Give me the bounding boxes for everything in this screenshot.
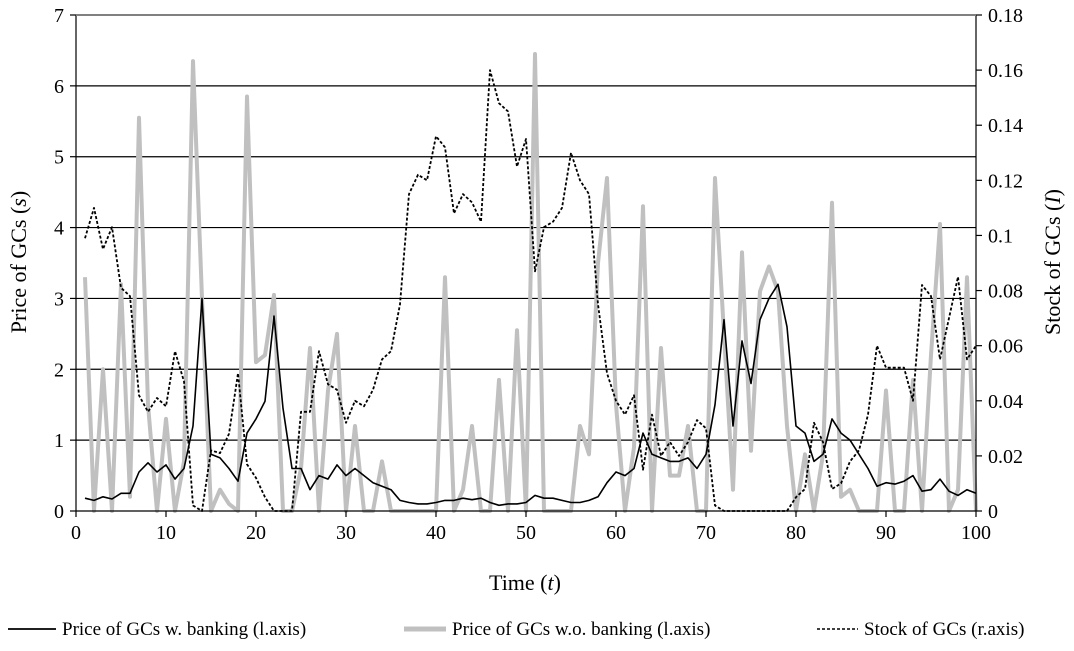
series-line (84, 283, 977, 507)
series-line (83, 52, 978, 513)
y2-tick-label: 0.04 (988, 391, 1023, 413)
x-tick-label: 70 (696, 522, 716, 544)
y2-tick-label: 0.14 (988, 115, 1023, 137)
x-tick-label: 20 (246, 522, 266, 544)
y-tick-label: 5 (54, 147, 64, 169)
grid (76, 14, 976, 441)
series-line (84, 69, 977, 512)
y-tick-label: 0 (54, 501, 64, 523)
legend-label: Price of GCs w.o. banking (l.axis) (452, 619, 710, 640)
y2-tick-label: 0.08 (988, 281, 1023, 303)
y2-tick-label: 0.12 (988, 170, 1023, 192)
y2-axis-label: Stock of GCs (I) (1040, 189, 1065, 335)
y2-tick-label: 0 (988, 501, 998, 523)
legend-label: Price of GCs w. banking (l.axis) (62, 619, 306, 640)
x-tick-label: 50 (516, 522, 536, 544)
x-tick-label: 60 (606, 522, 626, 544)
y-tick-label: 4 (54, 218, 64, 240)
y-tick-label: 3 (54, 288, 64, 310)
x-tick-label: 90 (876, 522, 896, 544)
y-tick-label: 7 (54, 5, 64, 27)
x-tick-label: 0 (71, 522, 81, 544)
y-axis-label: Price of GCs (s) (6, 191, 31, 333)
y2-tick-label: 0.1 (988, 225, 1013, 247)
tick-labels: 0 10 20 30 40 50 60 70 80 90 1000123456700.020.040… (54, 5, 1023, 544)
x-axis-label: Time (t) (489, 570, 561, 595)
x-tick-label: 30 (336, 522, 356, 544)
y-tick-label: 1 (54, 430, 64, 452)
legend-label: Stock of GCs (r.axis) (864, 619, 1024, 640)
y2-tick-label: 0.16 (988, 60, 1023, 82)
y-tick-label: 6 (54, 76, 64, 98)
legend: Price of GCs w. banking (l.axis) Price of… (8, 619, 1024, 640)
x-tick-label: 80 (786, 522, 806, 544)
y2-tick-label: 0.02 (988, 446, 1023, 468)
y2-tick-label: 0.18 (988, 5, 1023, 27)
x-tick-label: 10 (156, 522, 176, 544)
y-tick-label: 2 (54, 359, 64, 381)
x-tick-label: 40 (426, 522, 446, 544)
x-tick-label: 100 (961, 522, 991, 544)
series-lines (83, 52, 978, 513)
y2-tick-label: 0.06 (988, 336, 1023, 358)
